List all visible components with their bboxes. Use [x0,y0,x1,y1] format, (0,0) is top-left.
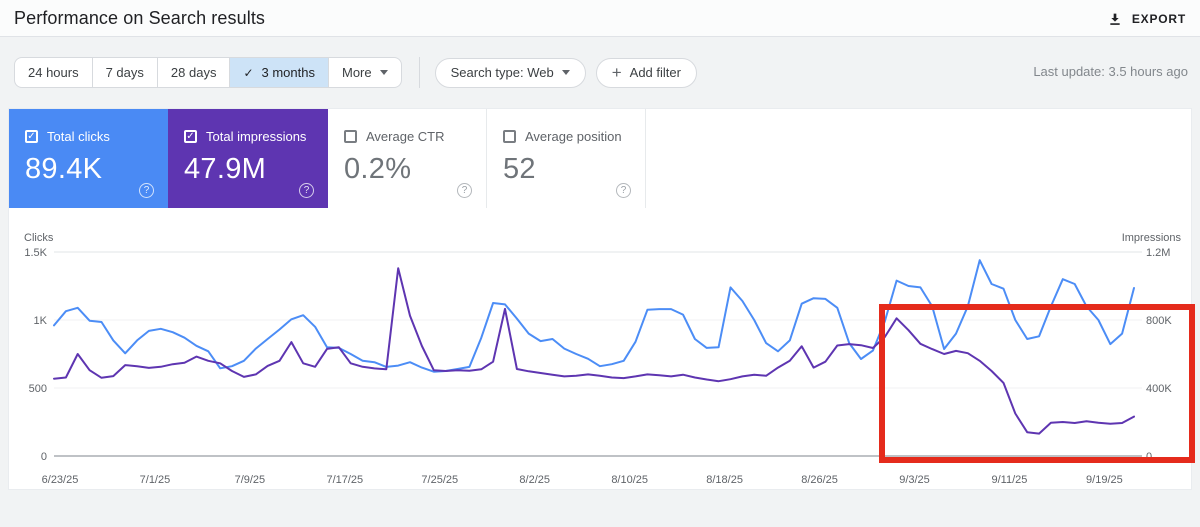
add-filter-label: Add filter [629,65,681,80]
help-icon[interactable]: ? [139,183,154,198]
average-position-card[interactable]: Average position 52 ? [487,109,646,208]
date-range-group: 24 hours 7 days 28 days ✓ 3 months More [14,57,402,88]
svg-text:Clicks: Clicks [24,232,54,244]
checkbox-checked-icon[interactable]: ✓ [184,130,197,143]
search-type-dropdown[interactable]: Search type: Web [434,57,586,88]
svg-text:1.2M: 1.2M [1146,247,1170,259]
report-panel: ✓ Total clicks 89.4K ? ✓ Total impressio… [8,108,1195,491]
average-position-value: 52 [503,153,536,185]
svg-text:400K: 400K [1146,383,1172,395]
plus-icon: + [611,63,622,82]
total-impressions-label: Total impressions [206,129,307,144]
toolbar-divider [418,57,420,88]
range-24-hours-button[interactable]: 24 hours [15,58,92,87]
filter-toolbar: 24 hours 7 days 28 days ✓ 3 months More … [14,57,697,88]
range-28-days-button[interactable]: 28 days [156,58,230,87]
average-ctr-value: 0.2% [344,153,412,185]
range-more-label: More [342,65,372,80]
range-more-button[interactable]: More [328,58,401,87]
svg-text:Impressions: Impressions [1122,232,1182,244]
svg-text:7/25/25: 7/25/25 [421,474,458,486]
help-icon[interactable]: ? [457,183,472,198]
svg-text:1.5K: 1.5K [24,247,47,259]
svg-text:800K: 800K [1146,315,1172,327]
page-title: Performance on Search results [14,8,266,28]
chevron-down-icon [379,70,388,75]
chevron-down-icon [561,70,570,75]
range-7-days-label: 7 days [105,65,144,80]
page-header: Performance on Search results EXPORT [0,0,1200,37]
range-3-months-label: 3 months [261,65,315,80]
total-clicks-value: 89.4K [25,153,103,185]
average-position-label: Average position [525,129,622,144]
svg-text:8/10/25: 8/10/25 [611,474,648,486]
total-clicks-label: Total clicks [47,129,110,144]
svg-text:8/2/25: 8/2/25 [519,474,550,486]
total-impressions-value: 47.9M [184,153,267,185]
add-filter-button[interactable]: + Add filter [595,57,697,88]
export-button[interactable]: EXPORT [1107,7,1186,31]
range-28-days-label: 28 days [170,65,217,80]
svg-text:7/1/25: 7/1/25 [140,474,171,486]
range-7-days-button[interactable]: 7 days [91,58,157,87]
help-icon[interactable]: ? [616,183,631,198]
svg-text:8/26/25: 8/26/25 [801,474,838,486]
average-ctr-label: Average CTR [366,129,445,144]
svg-text:6/23/25: 6/23/25 [42,474,79,486]
svg-text:7/17/25: 7/17/25 [326,474,363,486]
last-update-text: Last update: 3.5 hours ago [1033,64,1188,79]
svg-text:0: 0 [1146,451,1152,463]
svg-text:8/18/25: 8/18/25 [706,474,743,486]
total-impressions-card[interactable]: ✓ Total impressions 47.9M ? [168,109,328,208]
svg-text:9/11/25: 9/11/25 [992,474,1028,486]
checkbox-checked-icon[interactable]: ✓ [25,130,38,143]
svg-text:9/3/25: 9/3/25 [899,474,930,486]
svg-text:9/19/25: 9/19/25 [1086,474,1123,486]
svg-text:500: 500 [29,383,47,395]
search-type-label: Search type: Web [450,65,554,80]
metric-cards-row: ✓ Total clicks 89.4K ? ✓ Total impressio… [9,109,1193,208]
average-ctr-card[interactable]: Average CTR 0.2% ? [328,109,487,208]
download-icon [1110,13,1120,25]
total-clicks-card[interactable]: ✓ Total clicks 89.4K ? [9,109,168,208]
help-icon[interactable]: ? [299,183,314,198]
range-24-hours-label: 24 hours [28,65,79,80]
svg-text:7/9/25: 7/9/25 [235,474,266,486]
checkbox-unchecked-icon[interactable] [503,130,516,143]
performance-chart[interactable]: 0 0 500 400K 1K 800K 1.5K 1.2M Clicks Impressions… [9,227,1193,491]
range-3-months-button[interactable]: ✓ 3 months [229,58,328,87]
check-icon: ✓ [243,65,254,80]
svg-text:0: 0 [41,451,47,463]
svg-text:1K: 1K [34,315,48,327]
checkbox-unchecked-icon[interactable] [344,130,357,143]
export-label: EXPORT [1131,12,1186,26]
